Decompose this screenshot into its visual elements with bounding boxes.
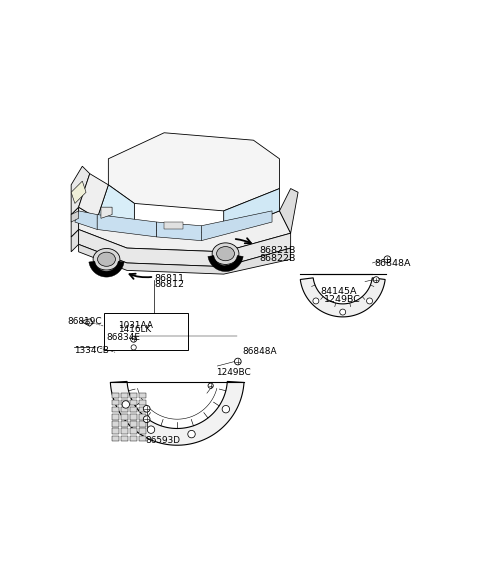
Text: 86811: 86811 [155, 274, 185, 283]
Polygon shape [164, 222, 183, 230]
Circle shape [313, 298, 319, 304]
Polygon shape [79, 230, 290, 266]
Bar [112, 400, 119, 406]
Polygon shape [202, 211, 272, 241]
Polygon shape [300, 278, 385, 317]
Bar [121, 393, 128, 399]
Ellipse shape [97, 252, 115, 266]
Bar [104, 313, 188, 350]
Polygon shape [75, 211, 97, 230]
Ellipse shape [216, 247, 234, 261]
Polygon shape [97, 185, 134, 230]
Polygon shape [79, 207, 290, 252]
Bar [139, 400, 145, 406]
Circle shape [208, 383, 213, 389]
Polygon shape [82, 319, 93, 326]
Text: 86848A: 86848A [374, 259, 411, 268]
Polygon shape [71, 166, 90, 215]
Bar [121, 414, 128, 420]
Bar [139, 414, 145, 420]
Circle shape [131, 345, 136, 350]
Text: 1416LK: 1416LK [118, 325, 151, 335]
Bar [112, 429, 119, 434]
Bar [139, 421, 145, 427]
Polygon shape [79, 174, 108, 218]
Polygon shape [224, 188, 279, 233]
Bar [139, 429, 145, 434]
Text: 1249BC: 1249BC [324, 295, 361, 303]
Polygon shape [71, 211, 79, 222]
Bar [139, 393, 145, 399]
Bar [121, 429, 128, 434]
Polygon shape [108, 133, 279, 211]
Text: 1334CB: 1334CB [74, 346, 109, 355]
Polygon shape [110, 382, 244, 445]
Bar [112, 421, 119, 427]
Circle shape [188, 430, 195, 438]
Bar [121, 407, 128, 413]
Bar [130, 400, 137, 406]
Ellipse shape [212, 243, 239, 264]
Bar [112, 414, 119, 420]
Bar [130, 436, 137, 441]
Circle shape [144, 416, 150, 423]
Circle shape [234, 358, 241, 365]
Polygon shape [89, 261, 124, 277]
Bar [130, 429, 137, 434]
Polygon shape [101, 207, 112, 218]
Bar [112, 436, 119, 441]
Circle shape [131, 336, 137, 342]
Ellipse shape [93, 248, 120, 270]
Bar [139, 436, 145, 441]
Bar [130, 414, 137, 420]
Text: 1031AA: 1031AA [118, 321, 153, 330]
Circle shape [367, 298, 372, 304]
Bar [130, 407, 137, 413]
Bar [121, 400, 128, 406]
Text: 86812: 86812 [155, 279, 185, 289]
Bar [130, 393, 137, 399]
Text: 1249BC: 1249BC [216, 368, 251, 377]
Circle shape [384, 256, 391, 262]
Bar [121, 436, 128, 441]
Polygon shape [71, 181, 86, 204]
Circle shape [340, 309, 346, 315]
Circle shape [222, 406, 229, 413]
Polygon shape [279, 188, 298, 233]
Polygon shape [71, 207, 79, 237]
Text: 86822B: 86822B [259, 254, 295, 262]
Text: 86821B: 86821B [259, 246, 295, 255]
Text: 86848A: 86848A [242, 347, 277, 356]
Text: 84145A: 84145A [321, 287, 357, 296]
Text: 86593D: 86593D [145, 436, 180, 445]
Bar [112, 407, 119, 413]
Bar [130, 421, 137, 427]
Circle shape [144, 406, 150, 412]
Text: 86834E: 86834E [107, 333, 141, 342]
Polygon shape [208, 255, 243, 272]
Circle shape [373, 276, 379, 283]
Text: 86819C: 86819C [67, 317, 102, 326]
Polygon shape [156, 222, 202, 241]
Bar [139, 407, 145, 413]
Bar [112, 393, 119, 399]
Polygon shape [71, 230, 79, 252]
Circle shape [147, 426, 155, 433]
Circle shape [122, 401, 130, 408]
Circle shape [85, 321, 89, 325]
Polygon shape [79, 244, 290, 274]
Polygon shape [97, 215, 156, 237]
Bar [121, 421, 128, 427]
